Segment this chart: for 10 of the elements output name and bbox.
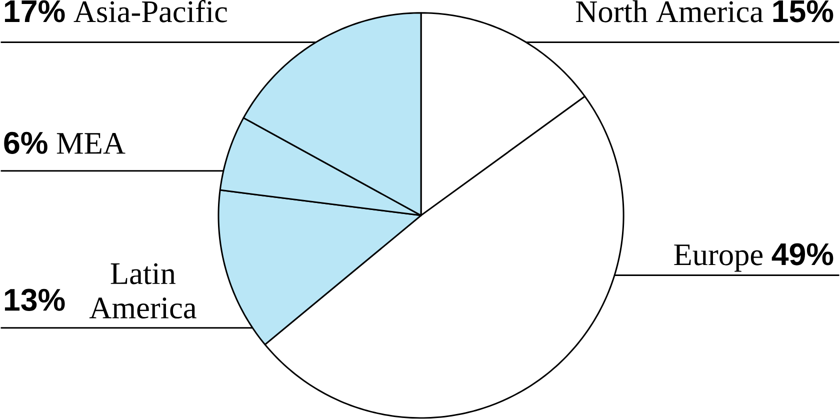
data-label: 15% (773, 0, 834, 22)
slice-label: North America (576, 0, 764, 22)
slice-label: Europe (674, 244, 762, 272)
slice-label: Asia-Pacific (74, 0, 228, 22)
data-label: 49% (772, 243, 834, 266)
data-label: 13% (4, 288, 65, 312)
slice-label: Latin America (89, 263, 196, 319)
data-label: 17% (4, 0, 65, 22)
slice-label: MEA (56, 133, 126, 154)
data-label: 6% (4, 132, 48, 154)
